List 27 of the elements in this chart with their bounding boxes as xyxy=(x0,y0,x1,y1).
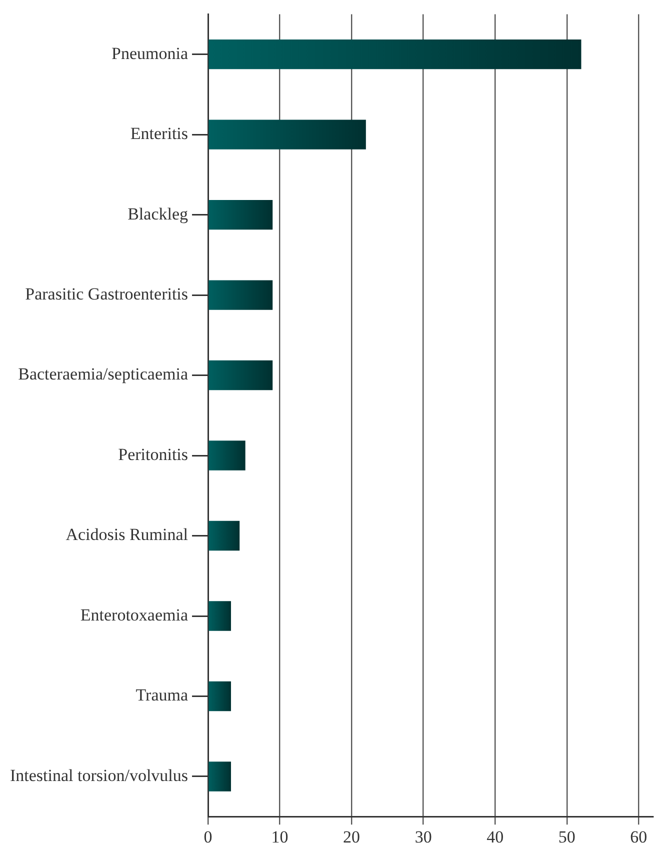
y-tick-label: Parasitic Gastroenteritis xyxy=(25,284,188,304)
x-tick-label: 50 xyxy=(558,827,576,846)
y-tick-label: Enterotoxaemia xyxy=(80,605,188,624)
y-tick-label: Enteritis xyxy=(130,124,188,144)
x-tick-label: 20 xyxy=(343,827,360,846)
bar xyxy=(208,762,231,792)
y-tick-label: Blackleg xyxy=(128,204,189,224)
bar xyxy=(208,601,231,631)
bar xyxy=(208,681,231,712)
x-tick-label: 30 xyxy=(414,827,432,846)
y-tick-label: Peritonitis xyxy=(118,444,188,464)
y-tick-label: Intestinal torsion/volvulus xyxy=(10,766,188,785)
bar xyxy=(208,120,366,150)
y-tick-label: Pneumonia xyxy=(112,44,188,63)
bar xyxy=(208,39,582,70)
bar xyxy=(208,280,273,310)
x-tick-label: 40 xyxy=(486,827,504,846)
bar xyxy=(208,200,273,230)
bar xyxy=(208,360,273,390)
y-tick-label: Trauma xyxy=(136,686,188,705)
x-tick-label: 10 xyxy=(271,827,288,846)
x-tick-label: 60 xyxy=(630,827,648,846)
y-tick-label: Acidosis Ruminal xyxy=(66,525,188,544)
bar xyxy=(208,440,246,470)
y-tick-label: Bacteraemia/septicaemia xyxy=(18,364,188,384)
bar xyxy=(208,520,240,551)
x-tick-label: 0 xyxy=(204,827,212,846)
